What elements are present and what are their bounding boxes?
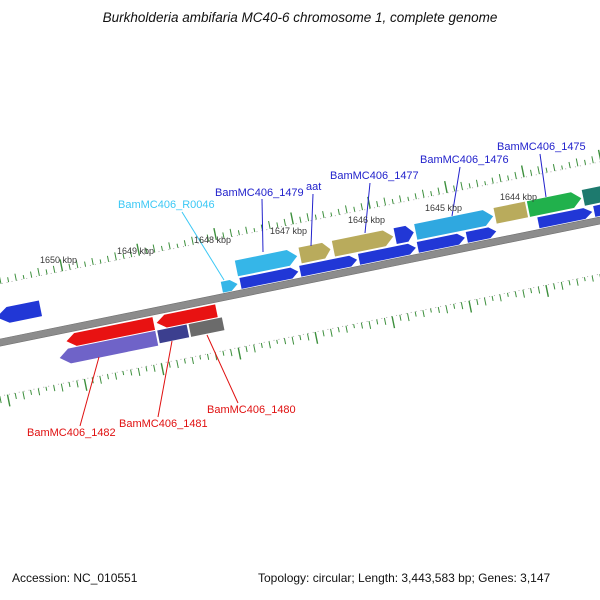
genome-summary-text: Topology: circular; Length: 3,443,583 bp… xyxy=(258,571,551,585)
gene-block-khaki[interactable] xyxy=(493,201,529,224)
leader-bammc406-1479 xyxy=(261,198,264,253)
cds-arrow[interactable] xyxy=(537,206,593,229)
ruler-label-1647kbp: 1647 kbp xyxy=(270,226,308,236)
leader-bammc406-1481 xyxy=(157,340,173,418)
leader-bammc406-1476 xyxy=(451,166,461,217)
cds-arrow[interactable] xyxy=(299,254,358,277)
cds-arrow[interactable] xyxy=(239,266,299,289)
rna-arrow-bammc406-r0046[interactable] xyxy=(220,279,239,293)
gene-arrow-green[interactable] xyxy=(526,190,583,217)
gene-label-bammc406-1477[interactable]: BamMC406_1477 xyxy=(330,170,419,182)
gene-label-bammc406-1475[interactable]: BamMC406_1475 xyxy=(497,141,586,153)
gene-arrow-aat[interactable] xyxy=(298,241,333,264)
gene-label-bammc406-1476[interactable]: BamMC406_1476 xyxy=(420,154,509,166)
gene-block-bammc406-1480[interactable] xyxy=(188,317,225,337)
gene-block-bammc406-1481[interactable] xyxy=(157,324,190,344)
page-title: Burkholderia ambifaria MC40-6 chromosome… xyxy=(102,10,498,25)
upper-tick-marks xyxy=(0,149,600,284)
ruler-label-1648kbp: 1648 kbp xyxy=(194,235,232,245)
ruler-label-1650kbp: 1650 kbp xyxy=(40,255,78,265)
gene-label-bammc406-r0046[interactable]: BamMC406_R0046 xyxy=(118,199,215,211)
gene-label-bammc406-1481[interactable]: BamMC406_1481 xyxy=(119,418,208,430)
leader-bammc406-r0046 xyxy=(181,211,225,281)
cds-arrow[interactable] xyxy=(465,226,498,243)
gene-block-teal[interactable] xyxy=(581,184,600,206)
gene-arrow-bammc406-1477[interactable] xyxy=(331,229,395,257)
leader-bammc406-1477 xyxy=(364,182,371,234)
leader-aat xyxy=(310,193,314,247)
ruler-label-1649kbp: 1649 kbp xyxy=(117,246,155,256)
gene-arrow-red-left[interactable] xyxy=(65,317,156,347)
gene-arrow-left-blue[interactable] xyxy=(0,300,43,325)
gene-label-bammc406-1479[interactable]: BamMC406_1479 xyxy=(215,187,304,199)
cds-arrow[interactable] xyxy=(416,232,466,253)
cds-arrow-small-blue[interactable] xyxy=(393,225,416,244)
ruler-label-1646kbp: 1646 kbp xyxy=(348,215,386,225)
lower-tick-marks xyxy=(0,274,600,407)
leader-bammc406-1482 xyxy=(79,356,100,427)
accession-text: Accession: NC_010551 xyxy=(12,571,138,585)
gene-arrow-bammc406-1476[interactable] xyxy=(414,208,495,240)
gene-arrow-bammc406-1479[interactable] xyxy=(234,248,299,277)
gene-label-bammc406-1482[interactable]: BamMC406_1482 xyxy=(27,427,116,439)
genome-band xyxy=(0,144,600,411)
ruler-label-1644kbp: 1644 kbp xyxy=(500,192,538,202)
gene-arrow-red-right[interactable] xyxy=(155,304,218,329)
genome-axis xyxy=(0,198,600,363)
cds-arrow[interactable] xyxy=(357,242,417,265)
ruler-label-1645kbp: 1645 kbp xyxy=(425,203,463,213)
gene-label-aat[interactable]: aat xyxy=(306,181,322,193)
gene-arrow-bammc406-1482[interactable] xyxy=(58,330,159,365)
leader-bammc406-1480 xyxy=(206,334,239,404)
leader-bammc406-1475 xyxy=(539,153,547,198)
gene-label-bammc406-1480[interactable]: BamMC406_1480 xyxy=(207,404,296,416)
